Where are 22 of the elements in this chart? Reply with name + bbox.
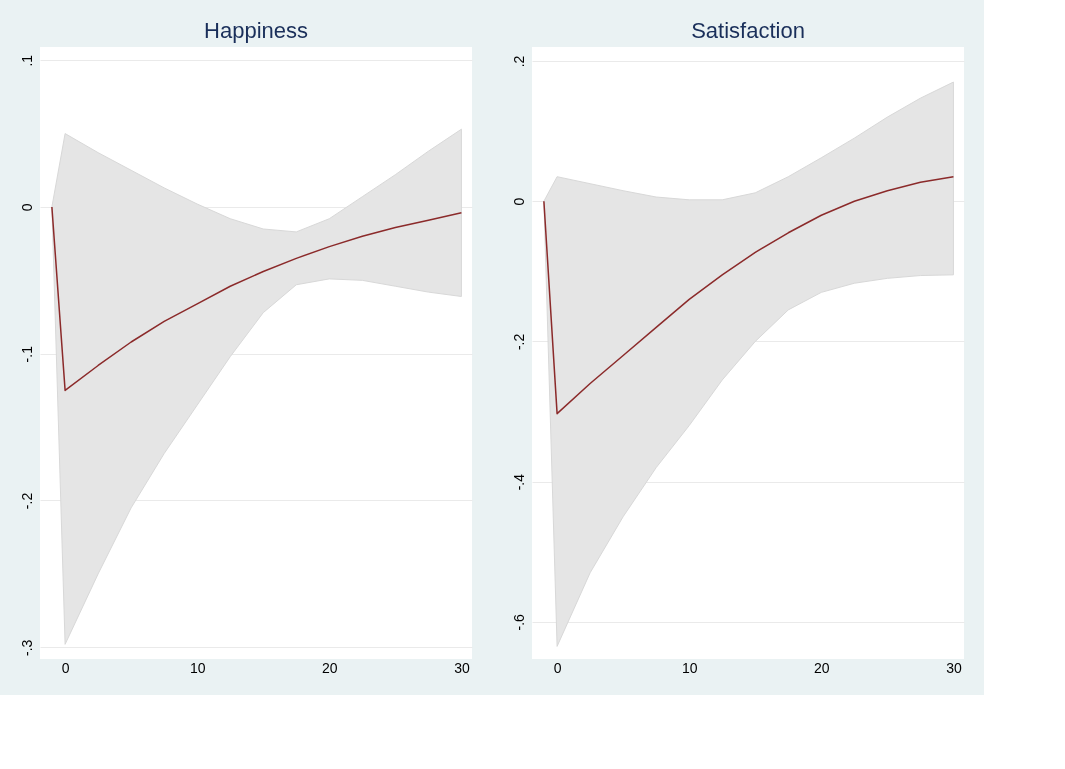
x-tick-label: 20 (322, 659, 338, 676)
x-tick-label: 30 (454, 659, 470, 676)
y-tick-label: .1 (18, 54, 35, 67)
y-tick-label: -.3 (18, 639, 35, 656)
line-series (543, 175, 955, 415)
x-tick-label: 10 (189, 659, 206, 676)
y-tick-label: -.2 (18, 492, 35, 510)
x-tick-label: 20 (814, 659, 830, 676)
chart-title: Happiness (204, 18, 308, 43)
chart-title: Satisfaction (691, 18, 805, 43)
y-tick-label: 0 (510, 197, 527, 206)
y-tick-label: -.4 (510, 473, 527, 491)
x-tick-label: 10 (681, 659, 698, 676)
y-tick-label: -.6 (510, 613, 527, 631)
y-tick-label: 0 (18, 203, 35, 212)
y-tick-label: -.1 (18, 345, 35, 363)
line-series (51, 206, 463, 392)
x-tick-label: 30 (946, 659, 962, 676)
y-tick-label: -.2 (510, 333, 527, 351)
x-tick-label: 0 (553, 659, 562, 676)
y-tick-label: .2 (510, 55, 527, 68)
x-tick-label: 0 (61, 659, 70, 676)
